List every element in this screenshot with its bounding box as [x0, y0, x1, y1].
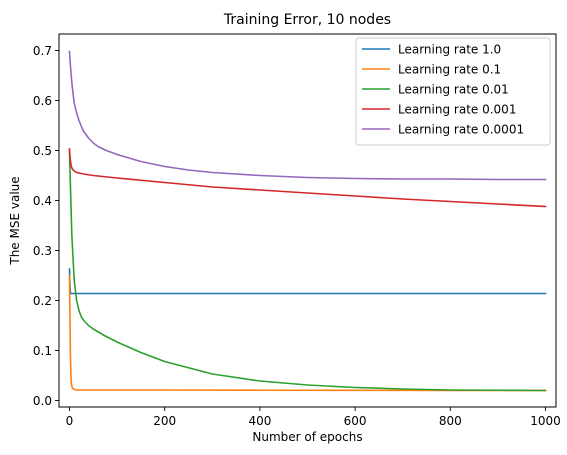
y-tick-label: 0.1: [33, 344, 52, 358]
series-layer: [68, 50, 547, 392]
y-axis-title: The MSE value: [8, 176, 22, 265]
legend-box: [355, 37, 551, 146]
x-tick-label: 400: [248, 414, 271, 428]
series-line-3: [68, 148, 547, 392]
legend: Learning rate 1.0 Learning rate 0.1 Learni…: [355, 37, 551, 146]
x-axis: 0 200 400 600 800 1000: [66, 407, 561, 428]
y-tick-label: 0.3: [33, 244, 52, 258]
y-tick-label: 0.5: [33, 144, 52, 158]
x-tick-label: 200: [153, 414, 176, 428]
y-tick-label: 0.7: [33, 44, 52, 58]
y-tick-label: 0.2: [33, 294, 52, 308]
legend-label-2: Learning rate 0.1: [398, 62, 501, 76]
series-line-4: [68, 148, 547, 208]
x-tick-label: 600: [344, 414, 367, 428]
legend-label-1: Learning rate 1.0: [398, 42, 501, 56]
y-tick-label: 0.0: [33, 394, 52, 408]
y-tick-label: 0.4: [33, 194, 52, 208]
x-tick-label: 800: [439, 414, 462, 428]
x-axis-title: Number of epochs: [252, 430, 362, 444]
y-axis: 0.0 0.1 0.2 0.3 0.4 0.5 0.6 0.7: [33, 44, 59, 408]
series-line-2: [68, 274, 547, 392]
legend-label-4: Learning rate 0.001: [398, 102, 516, 116]
y-tick-label: 0.6: [33, 94, 52, 108]
plot-frame: [58, 33, 557, 408]
x-tick-label: 1000: [530, 414, 561, 428]
series-line-5: [68, 50, 547, 181]
legend-label-3: Learning rate 0.01: [398, 82, 509, 96]
x-tick-label: 0: [66, 414, 74, 428]
chart-title: Training Error, 10 nodes: [223, 12, 391, 28]
legend-label-5: Learning rate 0.0001: [398, 122, 524, 136]
